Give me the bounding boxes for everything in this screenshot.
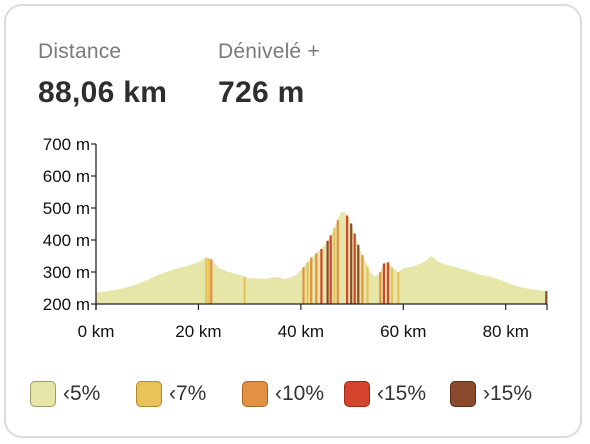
gradient-segment	[366, 266, 369, 304]
legend-label: ‹5%	[63, 382, 101, 405]
elevation-gain-label: Dénivelé +	[218, 40, 320, 63]
legend-swatch	[450, 381, 476, 407]
y-tick-label: 700 m	[43, 135, 90, 154]
legend-item: ‹7%	[136, 378, 206, 410]
gradient-segment	[391, 267, 394, 304]
gradient-segment	[315, 253, 318, 304]
distance-label: Distance	[38, 40, 122, 63]
gradient-segment	[205, 257, 208, 304]
gradient-segment	[382, 263, 385, 304]
gradient-segment	[545, 291, 548, 304]
elevation-card: Distance 88,06 km Dénivelé + 726 m	[4, 4, 582, 438]
y-tick-label: 600 m	[43, 167, 90, 186]
legend-swatch	[242, 381, 268, 407]
legend-item: ‹10%	[242, 378, 324, 410]
legend-swatch	[136, 381, 162, 407]
y-tick-label: 300 m	[43, 263, 90, 282]
gradient-segment	[306, 262, 309, 304]
gradient-segment	[326, 240, 329, 304]
gradient-segment	[336, 220, 339, 304]
legend-item: ‹5%	[30, 378, 100, 410]
legend-item: ‹15%	[344, 378, 426, 410]
gradient-segment	[329, 235, 332, 304]
legend-item: ›15%	[450, 378, 532, 410]
distance-stat: Distance 88,06 km	[38, 40, 167, 110]
gradient-segment	[379, 272, 382, 304]
x-tick-label: 80 km	[483, 322, 529, 341]
y-tick-label: 400 m	[43, 231, 90, 250]
x-tick-label: 60 km	[380, 322, 426, 341]
legend-swatch	[344, 381, 370, 407]
gradient-segment	[310, 257, 313, 304]
distance-value: 88,06 km	[38, 76, 168, 109]
gradient-segment	[361, 255, 364, 304]
legend-label: ‹15%	[377, 382, 427, 405]
legend-label: ‹7%	[169, 382, 207, 405]
gradient-segment	[207, 258, 210, 304]
gradient-segment	[386, 262, 390, 304]
x-tick-label: 20 km	[175, 322, 221, 341]
gradient-segment	[353, 233, 356, 304]
gradient-segment	[243, 276, 246, 304]
gradient-segment	[397, 272, 400, 304]
elevation-gain-value: 726 m	[218, 76, 305, 109]
gradient-segment	[346, 215, 349, 304]
gradient-segment	[210, 259, 213, 304]
gradient-segment	[357, 244, 360, 304]
gradient-segment	[302, 267, 305, 304]
y-tick-label: 200 m	[43, 295, 90, 314]
gradient-segment	[320, 249, 323, 304]
gradient-segment	[333, 228, 336, 304]
x-tick-label: 0 km	[78, 322, 115, 341]
x-tick-label: 40 km	[278, 322, 324, 341]
elevation-gain-stat: Dénivelé + 726 m	[218, 40, 320, 110]
legend-label: ›15%	[483, 382, 533, 405]
y-tick-label: 500 m	[43, 199, 90, 218]
legend-swatch	[30, 381, 56, 407]
legend-label: ‹10%	[275, 382, 325, 405]
gradient-segment	[350, 223, 353, 304]
